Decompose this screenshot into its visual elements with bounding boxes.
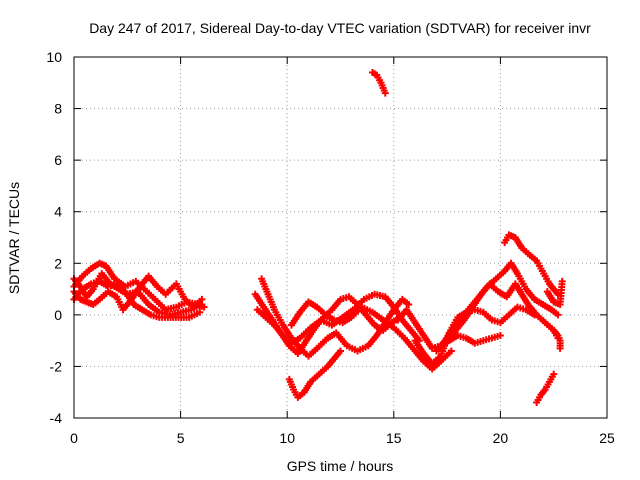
data-point: [496, 331, 504, 339]
series-arc-8: [287, 298, 455, 373]
data-point: [381, 89, 389, 97]
x-tick-label: 20: [493, 430, 509, 446]
y-tick-label: 6: [54, 152, 62, 168]
data-point: [337, 347, 344, 355]
x-tick-label: 25: [599, 430, 615, 446]
x-tick-label: 15: [386, 430, 402, 446]
y-tick-label: -2: [50, 358, 63, 374]
data-point: [550, 370, 558, 378]
series-arc-15: [501, 231, 562, 298]
data-point: [447, 347, 455, 355]
x-tick-label: 10: [279, 430, 295, 446]
y-tick-label: 8: [54, 101, 62, 117]
plot-grid: [74, 57, 607, 418]
data-markers: [70, 68, 566, 407]
x-tick-label: 5: [177, 430, 185, 446]
x-axis-label: GPS time / hours: [287, 458, 394, 474]
series-arc-14: [443, 280, 562, 345]
data-point: [405, 301, 413, 309]
chart-title: Day 247 of 2017, Sidereal Day-to-day VTE…: [89, 20, 591, 36]
axis-ticks: [73, 56, 608, 419]
series-arc-12: [411, 303, 539, 368]
data-point: [556, 344, 564, 352]
series-arc-10: [368, 68, 389, 97]
data-point: [198, 295, 206, 303]
y-tick-labels: -4 -2 0 2 4 6 8 10: [46, 49, 62, 426]
data-point: [200, 303, 208, 311]
data-point: [558, 277, 566, 285]
y-tick-label: 4: [54, 204, 62, 220]
series-arc-9: [285, 347, 344, 401]
plot-frame: [73, 56, 608, 419]
data-point: [554, 311, 562, 319]
y-axis-label: SDTVAR / TECUs: [6, 182, 22, 294]
series-arc-17: [550, 326, 564, 352]
y-tick-label: 10: [46, 49, 62, 65]
series-arc-6: [258, 275, 413, 360]
x-tick-labels: 0 5 10 15 20 25: [70, 430, 615, 446]
y-tick-label: -4: [50, 410, 63, 426]
x-tick-label: 0: [70, 430, 78, 446]
series-arc-7: [253, 290, 423, 347]
data-point: [196, 308, 204, 316]
y-tick-label: 2: [54, 255, 62, 271]
series-arc-16: [533, 370, 558, 407]
series-arc-4: [70, 277, 204, 321]
y-tick-label: 0: [54, 307, 62, 323]
series-arc-18: [543, 277, 566, 309]
